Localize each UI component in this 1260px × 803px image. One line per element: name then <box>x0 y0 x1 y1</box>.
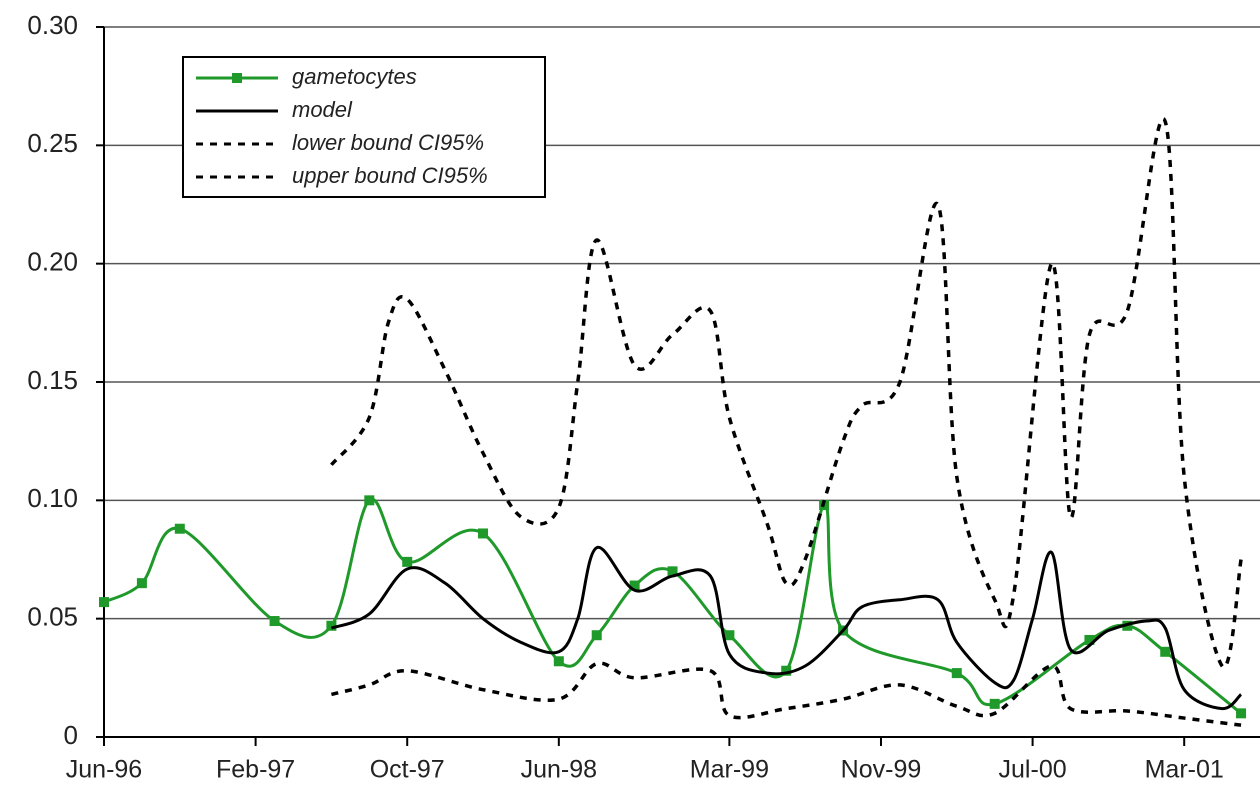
x-tick-label: Jul-00 <box>999 756 1067 784</box>
legend: gametocytes model lower bound CI95% upper b… <box>182 56 546 198</box>
series-line <box>103 497 1242 715</box>
marker <box>724 630 735 641</box>
series-line <box>330 661 1242 727</box>
x-tick-label: Mar-99 <box>690 756 769 784</box>
marker <box>1160 646 1171 657</box>
series-line <box>330 546 1243 711</box>
marker <box>1084 634 1095 645</box>
x-tick-label: Jun-98 <box>521 756 597 784</box>
marker <box>951 668 962 679</box>
marker <box>1236 708 1247 719</box>
marker <box>269 616 280 627</box>
x-tick-label: Jun-96 <box>66 756 142 784</box>
legend-label: lower bound CI95% <box>292 130 484 155</box>
marker <box>478 528 489 539</box>
marker <box>989 698 1000 709</box>
marker <box>667 566 678 577</box>
marker <box>629 580 640 591</box>
y-tick-label: 0 <box>64 720 78 750</box>
y-tick-label: 0.20 <box>27 247 78 277</box>
marker <box>136 578 147 589</box>
y-tick-label: 0.30 <box>27 10 78 40</box>
marker <box>591 630 602 641</box>
marker <box>174 523 185 534</box>
y-tick-label: 0.15 <box>27 365 78 395</box>
x-tick-label: Nov-99 <box>841 756 922 784</box>
legend-label: model <box>292 97 353 122</box>
marker <box>553 656 564 667</box>
series-line <box>330 117 1243 669</box>
legend-label: upper bound CI95% <box>292 163 488 188</box>
x-tick-label: Mar-01 <box>1145 756 1224 784</box>
marker <box>99 597 109 608</box>
legend-box <box>182 56 546 198</box>
marker <box>402 556 413 567</box>
x-tick-label: Feb-97 <box>216 756 295 784</box>
marker <box>364 495 375 506</box>
legend-marker <box>232 73 242 83</box>
x-tick-label: Oct-97 <box>370 756 445 784</box>
y-tick-label: 0.10 <box>27 483 78 513</box>
legend-label: gametocytes <box>292 64 417 89</box>
y-tick-label: 0.05 <box>27 602 78 632</box>
marker <box>326 620 337 631</box>
y-tick-label: 0.25 <box>27 128 78 158</box>
marker <box>781 665 792 676</box>
